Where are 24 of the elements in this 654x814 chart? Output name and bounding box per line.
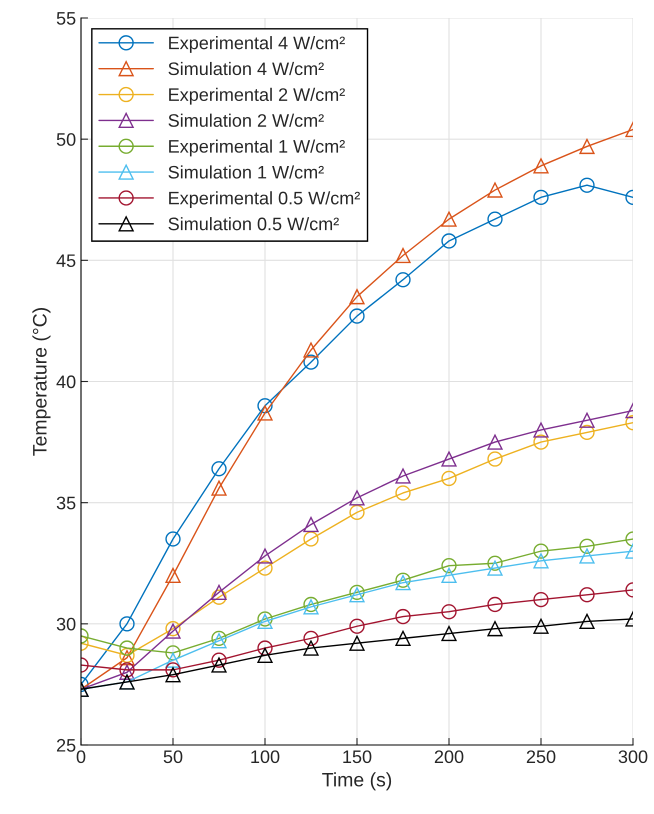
legend-label: Simulation 1 W/cm²: [168, 165, 324, 179]
x-tick-label: 150: [343, 750, 372, 764]
legend-label: Simulation 0.5 W/cm²: [168, 217, 339, 230]
legend-label: Experimental 4 W/cm²: [169, 36, 345, 53]
legend-label: Experimental 0.5 W/cm²: [169, 191, 360, 208]
y-axis-title: Temperature (°C): [32, 308, 50, 456]
y-tick-label: 25: [56, 738, 76, 752]
y-tick-label: 50: [56, 133, 76, 146]
x-tick-label: 0: [76, 750, 86, 764]
y-tick-label: 35: [56, 496, 76, 510]
legend-label: Simulation 2 W/cm²: [168, 114, 324, 127]
y-tick-label: 55: [56, 12, 76, 25]
y-tick-label: 45: [56, 254, 76, 268]
x-tick-label: 200: [434, 750, 464, 764]
y-tick-label: 40: [56, 375, 76, 388]
y-tick-label: 30: [56, 618, 76, 631]
legend-label: Experimental 2 W/cm²: [169, 88, 345, 105]
legend-label: Experimental 1 W/cm²: [169, 139, 345, 156]
x-tick-label: 100: [251, 750, 280, 764]
x-tick-label: 50: [164, 750, 182, 764]
legend-label: Simulation 4 W/cm²: [168, 62, 324, 76]
x-tick-label: 250: [526, 750, 556, 764]
x-tick-label: 300: [618, 750, 648, 764]
x-axis-title: Time (s): [322, 772, 392, 790]
